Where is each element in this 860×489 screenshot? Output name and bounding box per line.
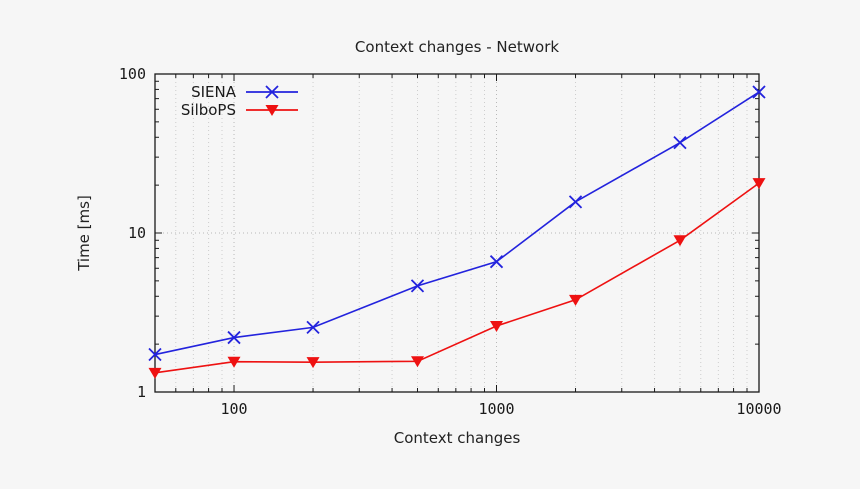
y-tick-label: 1 [137, 383, 146, 401]
silbops-line [154, 182, 760, 374]
gridlines [155, 74, 760, 392]
tick-marks [155, 73, 760, 393]
chart-title: Context changes - Network [354, 38, 560, 56]
x-tick-label: 1000 [478, 400, 514, 418]
tick-labels: 100 1000 10000 1 10 100 [119, 65, 782, 418]
x-tick-label: 10000 [736, 400, 781, 418]
legend-label-silbops: SilboPS [180, 101, 236, 119]
y-axis-label: Time [ms] [75, 195, 93, 271]
y-tick-label: 10 [128, 224, 146, 242]
legend-item-silbops: SilboPS [158, 101, 299, 119]
x-axis-label: Context changes [393, 429, 521, 447]
legend-label-siena: SIENA [191, 83, 236, 101]
legend-item-siena: SIENA [158, 83, 299, 101]
y-tick-label: 100 [119, 65, 146, 83]
legend: SIENA SilboPS [158, 83, 299, 119]
series-silbops [148, 178, 766, 379]
x-tick-label: 100 [220, 400, 247, 418]
series-siena [148, 85, 766, 362]
siena-line [154, 91, 760, 356]
siena-line-sample-icon [246, 85, 298, 99]
silbops-line-sample-icon [246, 105, 298, 116]
